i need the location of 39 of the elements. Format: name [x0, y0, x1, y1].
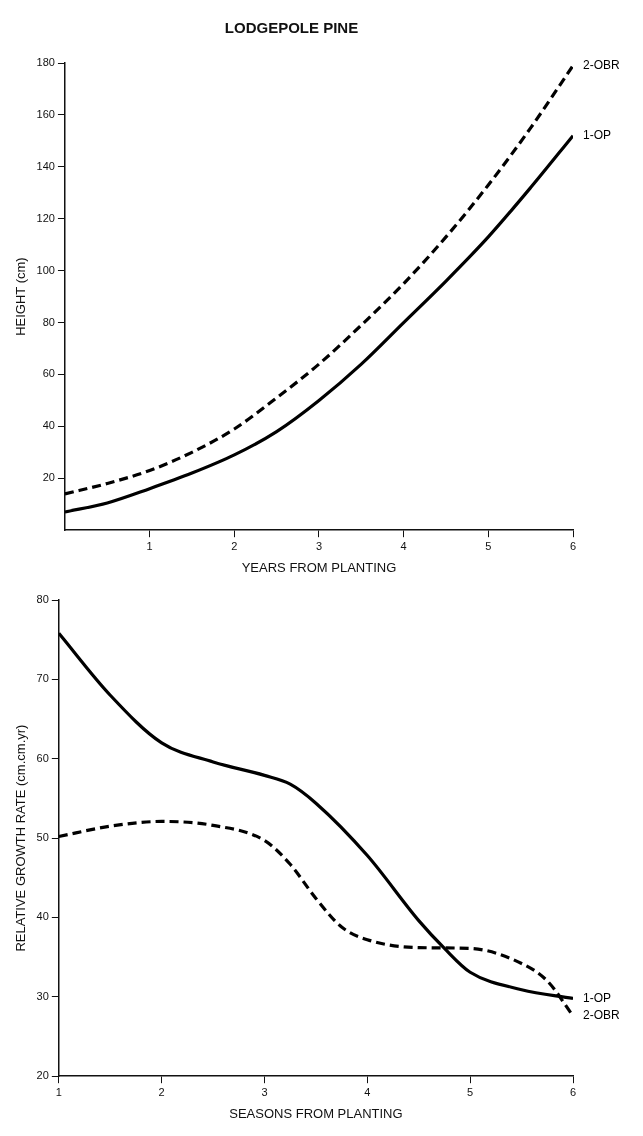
y-tick-label: 60 [42, 367, 55, 380]
series-label: 1-OP [583, 990, 612, 1005]
x-tick-label: 4 [400, 539, 407, 552]
y-tick-label: 60 [36, 751, 49, 764]
y-tick-label: 80 [42, 315, 55, 328]
x-tick-label: 1 [146, 539, 153, 552]
x-tick-label: 5 [485, 539, 492, 552]
x-tick-label: 3 [315, 539, 323, 552]
x-tick-label: 2 [231, 539, 238, 552]
y-tick-label: 20 [36, 1069, 49, 1082]
y-tick-label: 40 [36, 910, 49, 923]
line-series [64, 63, 573, 496]
series-label: 1-OP [583, 127, 612, 142]
x-tick-label: 3 [261, 1085, 268, 1098]
y-tick-label: 140 [36, 159, 55, 172]
y-tick-label: 20 [42, 471, 55, 484]
x-axis-title: SEASONS FROM PLANTING [229, 1105, 403, 1121]
y-tick-label: 80 [36, 593, 49, 606]
series-label: 2-OBR [583, 57, 621, 72]
x-tick-label: 5 [467, 1085, 474, 1098]
x-tick-label: 2 [158, 1085, 165, 1098]
y-tick-label: 40 [42, 419, 55, 432]
x-tick-label: 6 [569, 1085, 577, 1098]
x-tick-label: 6 [569, 539, 577, 552]
y-tick-label: 50 [36, 831, 49, 844]
y-axis-title: RELATIVE GROWTH RATE (cm.cm.yr) [13, 724, 29, 952]
chart-title: LODGEPOLE PINE [224, 19, 359, 37]
y-tick-label: 160 [36, 107, 55, 120]
y-tick-label: 120 [36, 211, 55, 224]
line-series [64, 134, 573, 514]
series-label: 2-OBR [583, 1008, 621, 1023]
y-tick-label: 180 [36, 56, 55, 69]
y-tick-label: 70 [36, 672, 49, 685]
y-tick-label: 100 [36, 263, 55, 276]
x-tick-label: 4 [364, 1085, 371, 1098]
x-axis-title: YEARS FROM PLANTING [241, 559, 397, 575]
x-tick-label: 1 [55, 1085, 62, 1098]
y-axis-title: HEIGHT (cm) [13, 257, 29, 336]
y-tick-label: 30 [36, 989, 49, 1002]
